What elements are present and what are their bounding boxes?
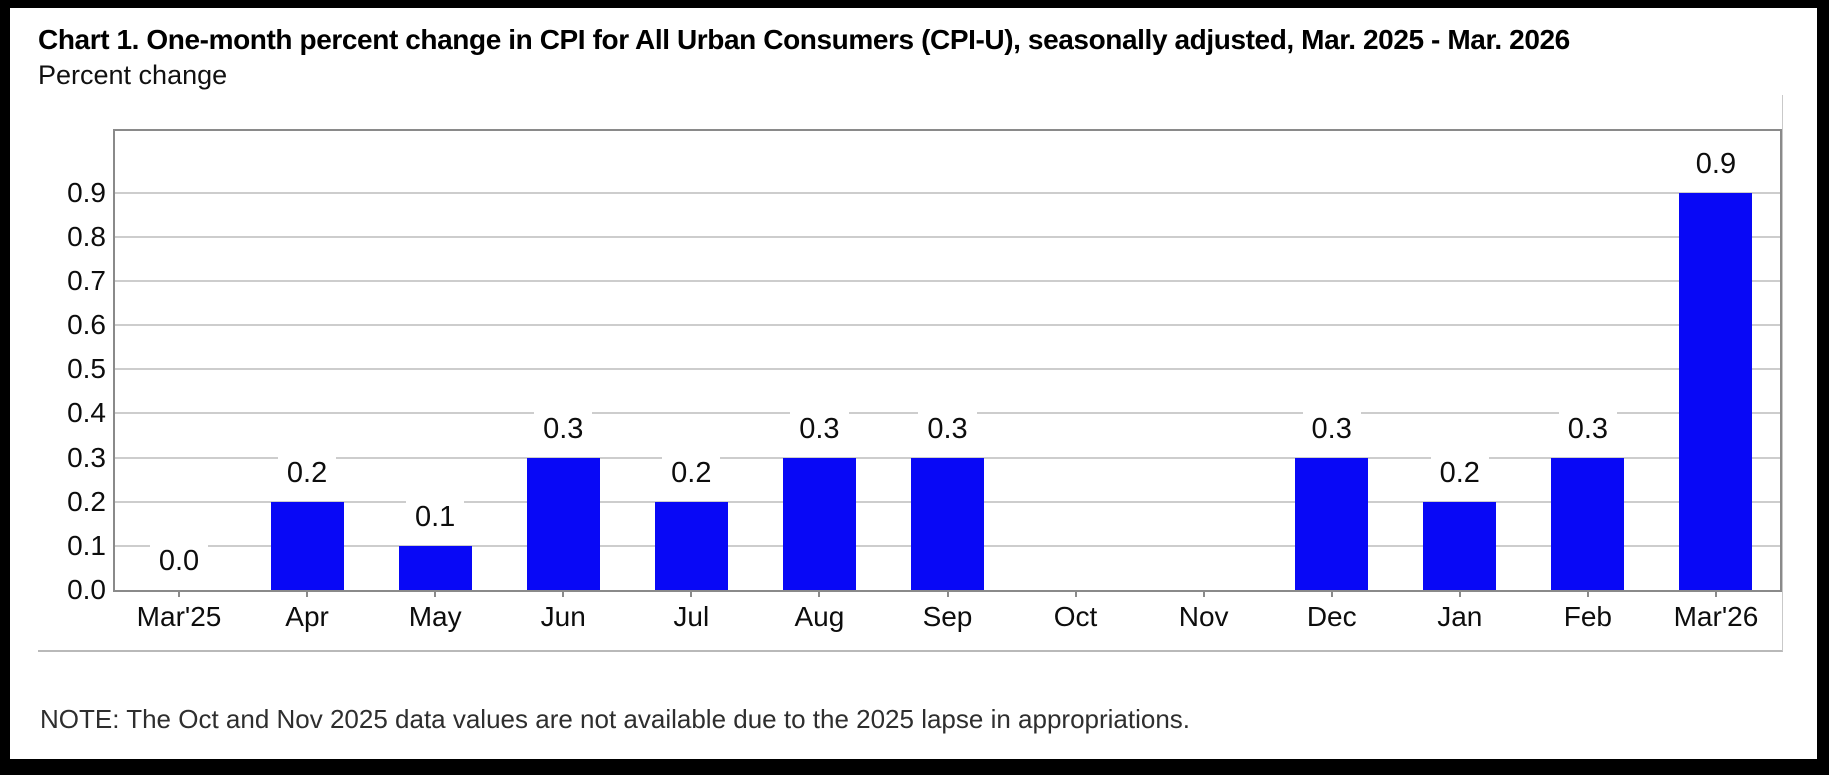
y-tick-label: 0.2 [67,485,106,517]
bar-value-label: 0.0 [115,544,243,578]
x-tick-mark [1074,590,1077,597]
bar-value-label: 0.3 [499,411,627,446]
bar [1423,501,1497,590]
chart-image-frame [38,95,1783,652]
bar-value-label: 0.3 [883,411,1011,446]
gridline [115,324,1780,327]
bar [1679,192,1753,590]
bar [911,457,984,590]
x-tick-label: Nov [1178,601,1229,632]
gridline [115,235,1780,238]
x-tick-label: Jun [540,601,586,632]
bar [270,501,344,590]
plot-area: 0.0 0.2 0.1 0.3 0.2 0.3 0.3 0.3 0.2 0.3 0.9 [113,129,1782,597]
bar-value-text: 0.3 [790,411,849,446]
bar [398,545,472,590]
x-tick-label: Sep [922,601,973,632]
x-tick-label: Jan [1437,601,1483,632]
x-tick-label: Mar'26 [1673,601,1759,632]
bar [654,501,728,590]
bar-value-label: 0.2 [627,455,755,490]
x-tick-label: Mar'25 [136,601,222,632]
x-tick-mark [1586,590,1589,597]
bar-value-text: 0.9 [1686,146,1746,181]
x-tick-label: May [408,601,462,632]
bar [1295,457,1369,590]
bar-value-label: 0.2 [1396,455,1524,490]
bar-value-text: 0.1 [406,499,465,534]
gridline [115,280,1780,283]
gridline [115,368,1780,371]
x-tick-mark [946,590,949,597]
gridline [115,191,1780,194]
x-tick-label: Oct [1053,601,1098,632]
bar-value-text: 0.2 [662,455,721,490]
y-tick-label: 0.5 [67,353,106,385]
y-tick-label: 0.6 [67,309,106,341]
chart-title: Chart 1. One-month percent change in CPI… [38,24,1570,55]
x-tick-mark [1714,590,1717,597]
x-tick-mark [1458,590,1461,597]
x-tick-mark [562,590,565,597]
x-tick-mark [434,590,437,597]
bar-value-text: 0.3 [1302,411,1361,446]
x-tick-mark [306,590,309,597]
bar-value-text: 0.3 [534,411,593,446]
bar-value-label: 0.3 [1268,411,1396,446]
bar-value-text: 0.2 [277,455,337,490]
bar [1551,457,1625,590]
y-tick-label: 0.0 [67,574,106,605]
y-tick-label: 0.7 [67,265,106,297]
y-tick-label: 0.8 [67,220,106,252]
x-tick-mark [818,590,821,597]
y-tick-label: 0.9 [67,176,106,208]
footnote: NOTE: The Oct and Nov 2025 data values a… [40,704,1191,734]
x-tick-mark [690,590,693,597]
x-tick-mark [178,590,181,597]
x-tick-label: Feb [1563,601,1612,632]
y-tick-label: 0.3 [67,441,106,473]
y-tick-label: 0.4 [67,397,106,429]
bar-value-text: 0.3 [1558,411,1618,446]
x-tick-mark [1202,590,1205,597]
bar [782,457,856,590]
bar-value-label: 0.1 [371,499,499,534]
bar [526,457,600,590]
y-axis: 0.0 0.1 0.2 0.3 0.4 0.5 0.6 0.7 0.8 0.9 [24,131,106,604]
bar-value-text: 0.0 [149,544,209,578]
x-tick-label: Dec [1306,601,1357,632]
y-axis-unit-label: Percent change [38,60,228,90]
bar-value-label: 0.3 [755,411,883,446]
y-tick-label: 0.1 [67,529,106,561]
x-tick-label: Aug [794,601,845,632]
x-axis: Mar'25 Apr May Jun Jul Aug Sep Oct Nov Dec Jan Feb M… [115,602,1780,636]
bar-value-label: 0.3 [1524,411,1652,446]
bar-value-text: 0.3 [918,411,977,446]
x-tick-label: Jul [673,601,710,632]
x-tick-mark [1330,590,1333,597]
bar-value-text: 0.2 [1430,455,1489,490]
bar-value-label: 0.2 [243,455,371,490]
bar-value-label: 0.9 [1652,146,1780,181]
x-tick-label: Apr [285,601,329,632]
